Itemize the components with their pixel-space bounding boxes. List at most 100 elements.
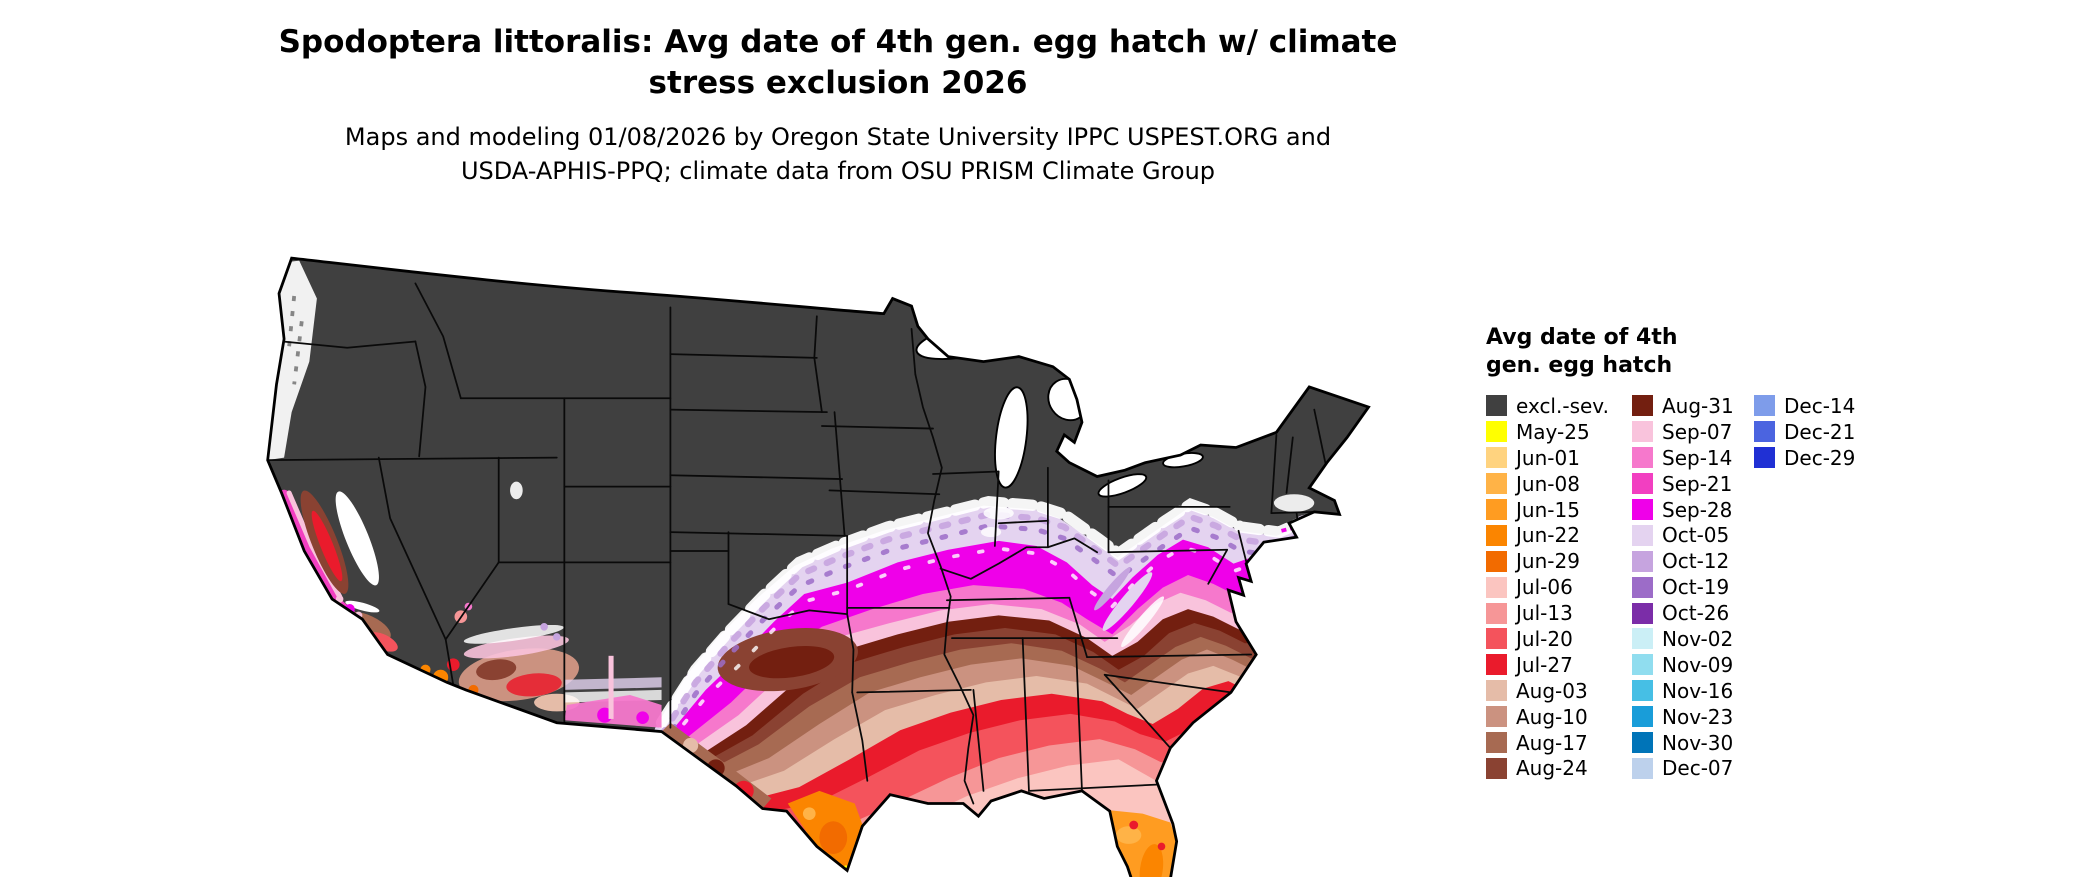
legend-swatch bbox=[1486, 447, 1507, 469]
legend-swatch bbox=[1754, 447, 1775, 469]
legend-label: Sep-14 bbox=[1662, 445, 1733, 470]
legend-entry: Sep-28 bbox=[1632, 497, 1754, 523]
legend-entry: Aug-17 bbox=[1486, 730, 1632, 756]
legend-swatch bbox=[1486, 499, 1507, 520]
legend-swatch bbox=[1632, 524, 1653, 546]
map-title-line1: Spodoptera littoralis: Avg date of 4th g… bbox=[278, 24, 1398, 60]
legend-label: Dec-29 bbox=[1784, 445, 1856, 470]
legend-entry: Dec-14 bbox=[1754, 393, 1855, 419]
june-orange-zones bbox=[787, 790, 1177, 877]
legend-label: Jul-27 bbox=[1516, 652, 1573, 677]
legend-swatch bbox=[1632, 680, 1653, 702]
legend-entry: Dec-21 bbox=[1754, 419, 1855, 445]
southwest-patches bbox=[458, 622, 772, 809]
legend-entry: Jul-27 bbox=[1486, 652, 1632, 678]
legend-entry: excl.-sev. bbox=[1486, 393, 1632, 419]
legend-entry: Nov-16 bbox=[1632, 678, 1754, 704]
legend-label: Jul-13 bbox=[1516, 601, 1573, 626]
legend-swatch bbox=[1486, 706, 1507, 728]
legend-title-line1: Avg date of 4th bbox=[1486, 325, 1678, 350]
legend-label: Nov-23 bbox=[1662, 704, 1734, 729]
legend-entry: Oct-19 bbox=[1632, 574, 1754, 600]
legend-title-line2: gen. egg hatch bbox=[1486, 353, 1673, 378]
map-subtitle-line1: Maps and modeling 01/08/2026 by Oregon S… bbox=[344, 123, 1332, 151]
legend-swatch bbox=[1632, 732, 1653, 754]
legend-swatch bbox=[1486, 524, 1507, 546]
legend-label: Oct-05 bbox=[1662, 523, 1730, 548]
legend-entry: Jul-20 bbox=[1486, 626, 1632, 652]
legend-entry: Nov-23 bbox=[1632, 704, 1754, 730]
legend-swatch bbox=[1486, 628, 1507, 650]
pacific-northwest-white bbox=[267, 260, 317, 461]
legend-label: Jun-29 bbox=[1516, 549, 1580, 574]
legend-entry: Jun-29 bbox=[1486, 548, 1632, 574]
legend-label: Sep-21 bbox=[1662, 471, 1733, 496]
legend-entry: Nov-30 bbox=[1632, 730, 1754, 756]
legend-entry: Oct-26 bbox=[1632, 600, 1754, 626]
legend-entry: Jul-13 bbox=[1486, 600, 1632, 626]
legend-label: Dec-21 bbox=[1784, 419, 1856, 444]
legend-label: May-25 bbox=[1516, 419, 1590, 444]
legend-swatch bbox=[1486, 550, 1507, 572]
map-raster-fills bbox=[267, 258, 1369, 877]
legend-entry: Oct-12 bbox=[1632, 548, 1754, 574]
legend-label: Aug-17 bbox=[1516, 730, 1588, 755]
legend-entry: Aug-10 bbox=[1486, 704, 1632, 730]
legend-swatch bbox=[1632, 602, 1653, 624]
legend-swatch bbox=[1632, 499, 1653, 520]
legend-swatch bbox=[1632, 447, 1653, 469]
legend-label: Dec-14 bbox=[1784, 393, 1856, 418]
legend-column-3: Dec-14 Dec-21 Dec-29 bbox=[1754, 393, 1855, 471]
legend-label: Jun-15 bbox=[1516, 497, 1580, 522]
legend-swatch bbox=[1632, 395, 1653, 417]
lake-erie bbox=[1097, 473, 1148, 498]
legend-swatch bbox=[1632, 473, 1653, 495]
legend-entry: Jun-22 bbox=[1486, 522, 1632, 548]
legend-swatch bbox=[1486, 395, 1507, 417]
transition-speckle bbox=[655, 496, 1369, 750]
legend-label: Nov-02 bbox=[1662, 626, 1734, 651]
legend-entry: Jul-06 bbox=[1486, 574, 1632, 600]
legend-column-1: excl.-sev. May-25 Jun-01 Jun-08 Jun-15 Jun-22… bbox=[1486, 393, 1632, 781]
legend-label: Oct-12 bbox=[1662, 549, 1730, 574]
legend-label: Jun-01 bbox=[1516, 445, 1580, 470]
map-subtitle: Maps and modeling 01/08/2026 by Oregon S… bbox=[0, 120, 1676, 188]
legend-swatch bbox=[1632, 654, 1653, 676]
legend-entry: Jun-08 bbox=[1486, 471, 1632, 497]
legend-swatch bbox=[1486, 576, 1507, 598]
legend-entry: Aug-03 bbox=[1486, 678, 1632, 704]
legend-entry: Sep-07 bbox=[1632, 419, 1754, 445]
legend-label: Sep-28 bbox=[1662, 497, 1733, 522]
legend-label: Aug-10 bbox=[1516, 704, 1588, 729]
legend: Avg date of 4th gen. egg hatch excl.-sev… bbox=[1486, 324, 1855, 781]
legend-swatch bbox=[1632, 576, 1653, 598]
legend-entry: Aug-24 bbox=[1486, 755, 1632, 781]
legend-swatch bbox=[1486, 654, 1507, 676]
map-title: Spodoptera littoralis: Avg date of 4th g… bbox=[0, 22, 1676, 104]
us-map-svg bbox=[266, 256, 1370, 877]
legend-label: Oct-19 bbox=[1662, 575, 1730, 600]
lake-michigan bbox=[994, 386, 1029, 489]
legend-entry: Nov-09 bbox=[1632, 652, 1754, 678]
state-borders bbox=[267, 282, 1328, 805]
us-map bbox=[226, 220, 1438, 877]
legend-swatch bbox=[1486, 732, 1507, 754]
map-title-line2: stress exclusion 2026 bbox=[648, 65, 1028, 101]
legend-entry: Jun-15 bbox=[1486, 497, 1632, 523]
legend-swatch bbox=[1632, 757, 1653, 779]
legend-swatch bbox=[1486, 680, 1507, 702]
legend-entry: Sep-14 bbox=[1632, 445, 1754, 471]
legend-label: Sep-07 bbox=[1662, 419, 1733, 444]
legend-label: Jul-06 bbox=[1516, 575, 1573, 600]
legend-swatch bbox=[1632, 421, 1653, 443]
legend-label: Jun-22 bbox=[1516, 523, 1580, 548]
legend-label: Nov-16 bbox=[1662, 678, 1734, 703]
legend-swatch bbox=[1486, 757, 1507, 779]
legend-swatch bbox=[1486, 421, 1507, 443]
legend-swatch bbox=[1486, 602, 1507, 624]
legend-column-2: Aug-31 Sep-07 Sep-14 Sep-21 Sep-28 Oct-05 Oct-… bbox=[1632, 393, 1754, 781]
east-patches bbox=[980, 494, 1322, 648]
legend-entry: Dec-29 bbox=[1754, 445, 1855, 471]
legend-label: Aug-31 bbox=[1662, 393, 1734, 418]
